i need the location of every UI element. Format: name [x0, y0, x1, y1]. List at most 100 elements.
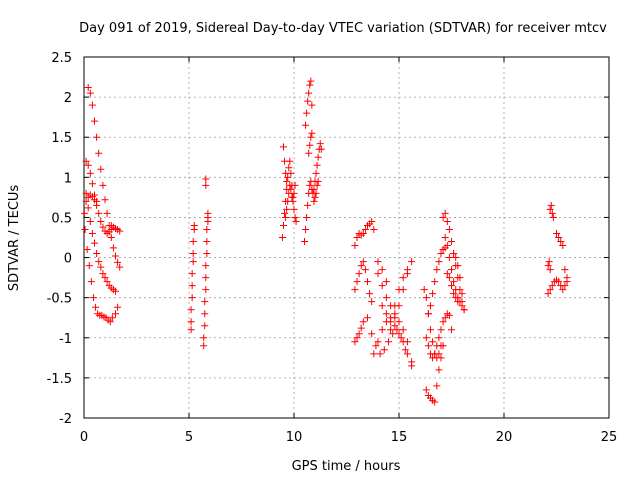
data-point	[450, 250, 458, 258]
data-point	[361, 266, 369, 274]
data-point	[112, 310, 119, 318]
data-point	[189, 258, 197, 266]
data-point	[312, 169, 320, 177]
series-arc-e3	[424, 244, 449, 318]
data-point	[355, 330, 363, 338]
data-point	[281, 157, 289, 165]
data-point	[97, 217, 105, 225]
data-point	[305, 89, 313, 97]
data-point	[303, 109, 311, 117]
data-point	[81, 225, 89, 233]
chart-title: Day 091 of 2019, Sidereal Day-to-day VTE…	[79, 21, 607, 36]
data-point	[116, 227, 124, 235]
data-point	[448, 266, 455, 274]
data-point	[282, 169, 290, 177]
data-point	[374, 258, 382, 266]
data-point	[313, 161, 321, 169]
data-point	[544, 262, 552, 270]
data-point	[85, 262, 93, 270]
data-point	[285, 164, 293, 172]
data-point	[304, 201, 312, 209]
y-tick-label: 0.5	[51, 211, 72, 226]
data-point	[399, 274, 407, 282]
series-arc-c5	[305, 129, 316, 157]
data-point	[189, 238, 197, 246]
series-arc-c3	[280, 143, 291, 185]
data-point	[445, 225, 453, 233]
data-point	[357, 262, 365, 270]
data-point	[204, 217, 212, 225]
data-point	[361, 225, 369, 233]
data-point	[378, 302, 386, 310]
y-tick-label: 1	[64, 171, 72, 186]
data-point	[448, 326, 455, 334]
data-point	[316, 140, 324, 148]
data-point	[370, 225, 378, 233]
data-point	[112, 252, 119, 260]
data-point	[311, 193, 319, 201]
data-point	[399, 338, 407, 346]
data-point	[546, 266, 554, 274]
data-point	[422, 294, 430, 302]
data-point	[302, 121, 310, 129]
data-point	[443, 217, 451, 225]
grid-lines	[84, 57, 609, 418]
data-point	[391, 314, 399, 322]
data-point	[368, 298, 376, 306]
data-point	[288, 193, 296, 201]
data-point	[88, 101, 96, 109]
data-point	[397, 334, 405, 342]
data-point	[93, 250, 101, 258]
data-point	[364, 278, 371, 286]
data-point	[427, 326, 434, 334]
x-tick-label: 5	[185, 430, 193, 445]
x-axis-label: GPS time / hours	[292, 459, 401, 474]
data-point	[359, 258, 367, 266]
data-point	[378, 282, 386, 290]
data-point	[355, 270, 363, 278]
data-point	[395, 302, 403, 310]
data-point	[395, 318, 403, 326]
data-point	[287, 185, 295, 193]
data-point	[203, 225, 211, 233]
data-point	[548, 282, 556, 290]
series-arc-a3	[82, 157, 115, 237]
data-point	[401, 346, 409, 354]
data-point	[437, 342, 445, 350]
data-point	[437, 326, 445, 334]
series-arc-a2	[82, 189, 119, 295]
data-point	[454, 298, 462, 306]
data-point	[202, 175, 210, 183]
data-point	[95, 209, 103, 217]
data-point	[307, 133, 315, 141]
data-point	[547, 201, 555, 209]
data-point	[86, 169, 94, 177]
data-point	[376, 350, 384, 358]
data-point	[393, 326, 401, 334]
data-point	[433, 382, 441, 390]
y-tick-label: 1.5	[51, 131, 72, 146]
data-point	[549, 213, 557, 221]
data-point	[84, 204, 92, 212]
data-point	[307, 77, 315, 85]
data-point	[378, 326, 386, 334]
data-point	[353, 334, 361, 342]
data-point	[114, 303, 122, 311]
data-point	[302, 225, 310, 233]
data-point	[435, 334, 443, 342]
data-point	[359, 229, 367, 237]
data-point	[366, 290, 374, 298]
data-point	[420, 286, 428, 294]
series-arc-c4	[302, 77, 316, 129]
data-point	[310, 185, 318, 193]
data-point	[95, 149, 103, 157]
data-point	[317, 145, 325, 153]
data-point	[301, 238, 308, 246]
data-point	[281, 209, 289, 217]
series-arc-f4	[544, 258, 554, 274]
data-point	[188, 282, 196, 290]
x-tick-label: 20	[496, 430, 513, 445]
data-point	[114, 258, 122, 266]
data-point	[439, 318, 447, 326]
data-point	[422, 334, 430, 342]
